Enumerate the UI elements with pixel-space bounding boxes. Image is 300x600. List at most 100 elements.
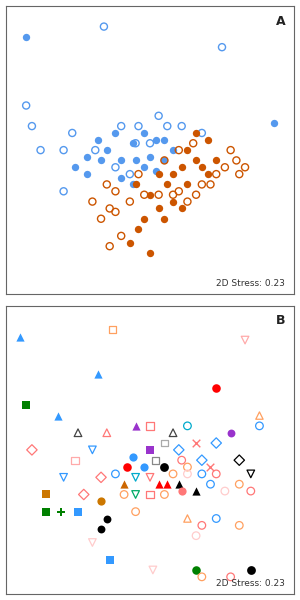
Point xyxy=(153,166,158,176)
Point xyxy=(237,455,242,465)
Point xyxy=(208,462,213,472)
Point xyxy=(122,490,127,499)
Point xyxy=(110,325,115,335)
Point xyxy=(156,479,161,489)
Point xyxy=(84,152,89,162)
Point xyxy=(194,128,199,138)
Point xyxy=(214,514,219,523)
Point xyxy=(128,238,132,248)
Point xyxy=(133,507,138,517)
Point xyxy=(171,169,176,179)
Point xyxy=(90,538,95,547)
Point xyxy=(162,490,167,499)
Point xyxy=(194,190,199,200)
Point xyxy=(185,179,190,189)
Point xyxy=(93,145,98,155)
Point xyxy=(185,469,190,479)
Point xyxy=(99,155,103,165)
Point xyxy=(205,135,210,145)
Point xyxy=(243,163,248,172)
Point xyxy=(107,555,112,565)
Point xyxy=(96,370,100,379)
Point xyxy=(257,421,262,431)
Point xyxy=(133,473,138,482)
Point xyxy=(156,190,161,200)
Point xyxy=(171,145,176,155)
Point xyxy=(76,507,80,517)
Point xyxy=(162,155,167,165)
Point xyxy=(237,479,242,489)
Point xyxy=(248,565,253,575)
Point xyxy=(162,462,167,472)
Point xyxy=(148,248,152,258)
Point xyxy=(171,197,176,206)
Point xyxy=(194,565,199,575)
Point xyxy=(214,169,219,179)
Point xyxy=(81,490,86,499)
Point xyxy=(176,187,181,196)
Point xyxy=(200,469,204,479)
Point xyxy=(44,507,49,517)
Point xyxy=(223,486,227,496)
Point xyxy=(130,139,135,148)
Point xyxy=(179,163,184,172)
Point xyxy=(107,241,112,251)
Point xyxy=(136,224,141,234)
Point xyxy=(18,332,23,341)
Point xyxy=(200,163,204,172)
Point xyxy=(148,473,152,482)
Point xyxy=(99,524,103,533)
Point xyxy=(153,455,158,465)
Point xyxy=(185,145,190,155)
Point xyxy=(200,455,204,465)
Point xyxy=(148,139,152,148)
Point xyxy=(205,169,210,179)
Point xyxy=(133,139,138,148)
Point xyxy=(61,473,66,482)
Point xyxy=(176,445,181,455)
Point xyxy=(179,121,184,131)
Point xyxy=(194,531,199,541)
Point xyxy=(142,190,147,200)
Text: B: B xyxy=(276,314,285,328)
Point xyxy=(176,479,181,489)
Point xyxy=(200,572,204,581)
Point xyxy=(185,421,190,431)
Point xyxy=(171,428,176,437)
Point xyxy=(122,479,127,489)
Point xyxy=(214,383,219,393)
Point xyxy=(96,135,100,145)
Point xyxy=(194,438,199,448)
Point xyxy=(151,565,155,575)
Point xyxy=(113,469,118,479)
Text: 2D Stress: 0.23: 2D Stress: 0.23 xyxy=(217,280,285,289)
Point xyxy=(257,411,262,421)
Point xyxy=(113,163,118,172)
Point xyxy=(243,335,248,345)
Point xyxy=(179,455,184,465)
Point xyxy=(104,179,109,189)
Point xyxy=(101,22,106,31)
Point xyxy=(214,438,219,448)
Point xyxy=(24,32,28,41)
Point xyxy=(24,400,28,410)
Point xyxy=(220,43,224,52)
Point xyxy=(107,203,112,213)
Point xyxy=(179,486,184,496)
Point xyxy=(133,155,138,165)
Point xyxy=(185,514,190,523)
Point xyxy=(70,128,75,138)
Point xyxy=(56,411,60,421)
Point xyxy=(194,486,199,496)
Point xyxy=(133,490,138,499)
Point xyxy=(185,197,190,206)
Text: A: A xyxy=(276,14,285,28)
Point xyxy=(61,145,66,155)
Point xyxy=(162,135,167,145)
Point xyxy=(156,111,161,121)
Point xyxy=(171,469,176,479)
Point xyxy=(208,179,213,189)
Point xyxy=(29,445,34,455)
Point xyxy=(200,521,204,530)
Point xyxy=(194,155,199,165)
